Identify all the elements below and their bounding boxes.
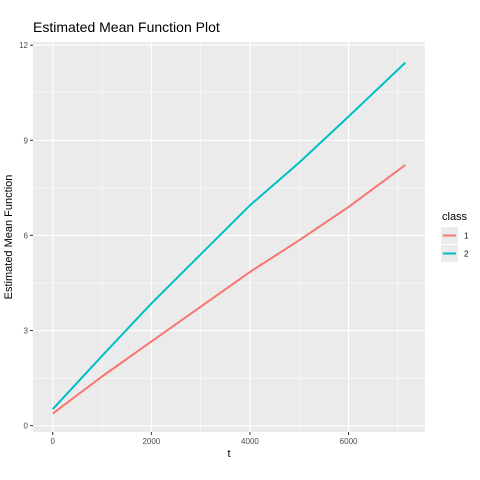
y-axis-title: Estimated Mean Function — [3, 175, 15, 300]
x-tick-label: 2000 — [142, 437, 160, 446]
x-tick-label: 4000 — [241, 437, 259, 446]
x-tick-label: 0 — [50, 437, 55, 446]
major-gridlines — [33, 42, 425, 432]
legend-label: 1 — [464, 232, 469, 241]
x-tick-label: 6000 — [340, 437, 358, 446]
y-tick-label: 6 — [24, 231, 29, 240]
legend: class 1 2 — [441, 211, 469, 262]
axis-tick-labels: 0 2000 4000 6000 0 3 6 9 12 — [19, 41, 358, 446]
y-tick-label: 9 — [24, 136, 29, 145]
chart-title: Estimated Mean Function Plot — [33, 19, 220, 35]
axis-ticks — [30, 44, 350, 435]
legend-title: class — [442, 211, 468, 223]
minor-gridlines — [33, 42, 425, 432]
y-tick-label: 3 — [24, 327, 29, 336]
legend-label: 2 — [464, 250, 469, 259]
series-line-2 — [51, 61, 406, 410]
y-tick-label: 0 — [24, 422, 29, 431]
series-lines — [51, 61, 406, 415]
y-tick-label: 12 — [19, 41, 28, 50]
series-line-1 — [52, 164, 406, 415]
x-axis-title: t — [227, 448, 230, 460]
